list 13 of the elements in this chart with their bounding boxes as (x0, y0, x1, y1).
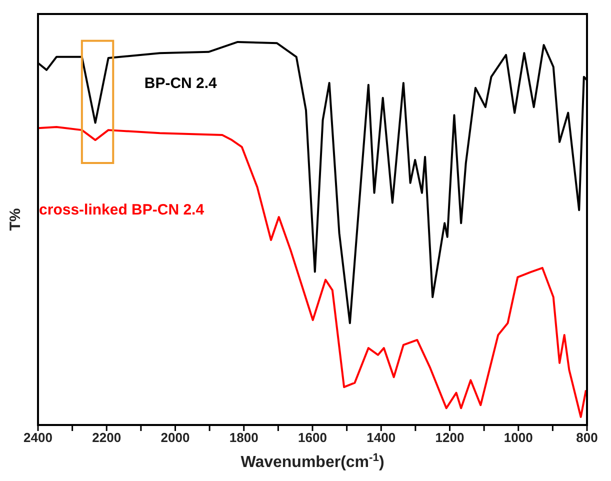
text: cross-linked BP-CN 2.4 (39, 201, 205, 218)
x-tick-label: 1200 (435, 430, 464, 446)
x-tick-label: 1800 (229, 430, 258, 446)
x-tick-label: 2400 (24, 430, 52, 446)
x-tick-label: 1600 (298, 430, 327, 446)
x-tick-label: 1400 (366, 430, 396, 446)
x-tick-label: 1000 (504, 430, 533, 446)
series-label: BP-CN 2.4 (144, 74, 218, 92)
x-tick-label: 2200 (92, 430, 122, 446)
x-tick-label: 800 (576, 430, 598, 446)
y-axis-title: T% (7, 208, 24, 231)
x-tick-label: 2000 (160, 430, 190, 446)
x-axis-title: Wavenumber(cm$^{-1}$) (240, 452, 384, 471)
